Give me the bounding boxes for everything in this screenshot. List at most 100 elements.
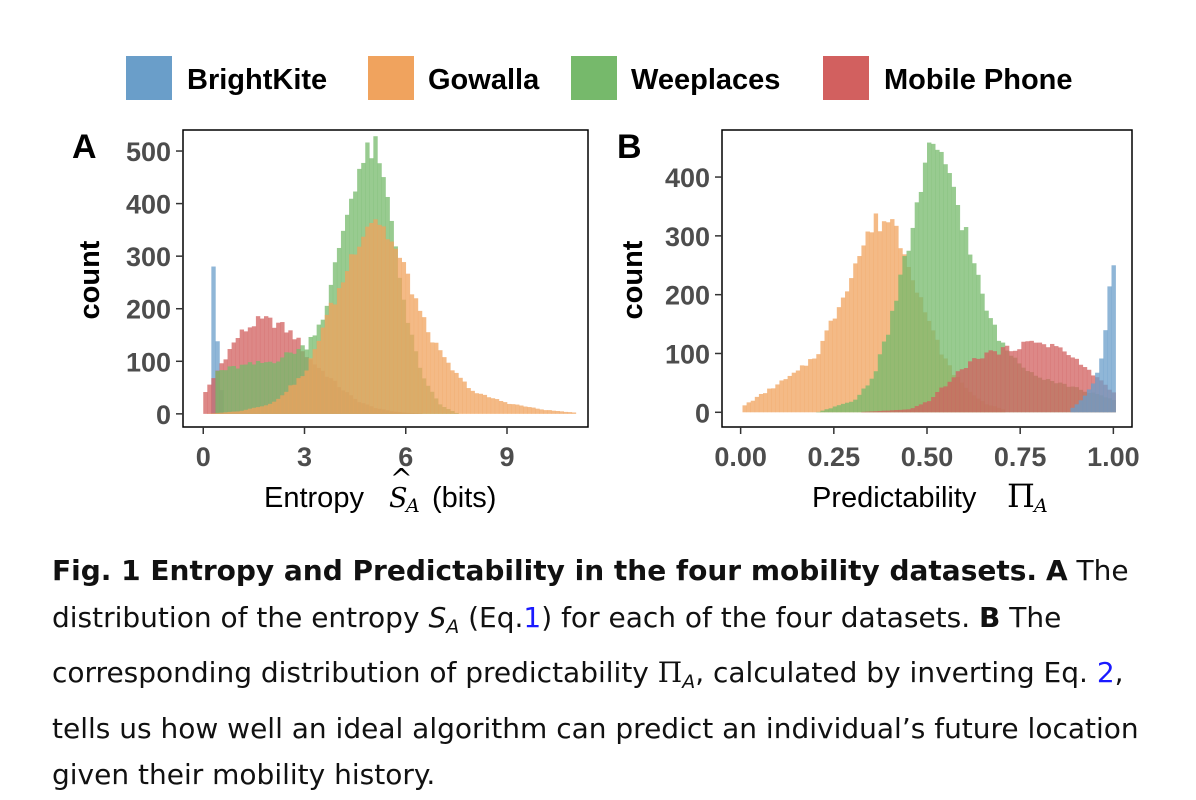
x-tick-label: 0 — [196, 442, 211, 472]
hist-bar-mobile-phone — [918, 404, 924, 413]
hist-bar-gowalla — [559, 411, 564, 414]
y-tick-label: 200 — [126, 295, 171, 325]
caption-a-label: A — [1045, 554, 1068, 587]
hist-bar-gowalla — [385, 239, 390, 414]
hist-bar-brightkite — [1095, 372, 1100, 413]
hist-bar-gowalla — [247, 408, 253, 414]
eq-1-link[interactable]: 1 — [523, 600, 542, 634]
hist-bar-gowalla — [869, 232, 874, 413]
hist-bar-gowalla — [272, 401, 277, 414]
hist-bar-mobile-phone — [1058, 347, 1063, 413]
hist-bar-mobile-phone — [1000, 347, 1006, 413]
hist-bar-weeplaces — [820, 410, 825, 413]
hist-bar-gowalla — [393, 248, 398, 414]
legend-swatch-mobile-phone — [823, 56, 869, 100]
hist-bar-gowalla — [401, 262, 407, 414]
hist-bar-weeplaces — [219, 370, 224, 414]
hist-bar-gowalla — [454, 372, 459, 414]
hist-bar-gowalla — [486, 397, 492, 414]
hist-bar-gowalla — [288, 385, 293, 414]
hist-bar-mobile-phone — [992, 351, 997, 413]
hist-bar-gowalla — [881, 221, 887, 413]
hist-bar-gowalla — [799, 365, 805, 413]
hist-bar-gowalla — [430, 342, 435, 414]
hist-bar-mobile-phone — [1013, 350, 1018, 413]
hist-bar-weeplaces — [276, 361, 281, 414]
panel-a-x-title-unit: (bits) — [432, 482, 496, 514]
hist-bar-gowalla — [223, 412, 228, 414]
hist-bar-weeplaces — [824, 409, 829, 413]
hist-bar-mobile-phone — [1074, 358, 1079, 413]
caption-a-text-3: ) for each of the four datasets. — [541, 600, 971, 634]
hist-bar-weeplaces — [865, 385, 870, 413]
hist-bar-weeplaces — [215, 370, 220, 414]
panel-b-x-title-sub: A — [1032, 495, 1048, 517]
hist-bar-gowalla — [243, 409, 249, 414]
hist-bar-weeplaces — [963, 227, 969, 413]
hist-bar-weeplaces — [280, 357, 285, 414]
hist-bar-weeplaces — [877, 354, 883, 413]
hist-bar-weeplaces — [959, 230, 965, 413]
hist-bar-gowalla — [771, 388, 776, 413]
hist-bar-gowalla — [227, 411, 232, 414]
hist-bar-mobile-phone — [927, 401, 932, 413]
hist-bar-weeplaces — [943, 164, 948, 413]
hist-bar-weeplaces — [935, 149, 940, 413]
y-tick-label: 300 — [126, 242, 171, 272]
hist-bar-mobile-phone — [1062, 351, 1067, 413]
hist-bar-weeplaces — [264, 362, 269, 414]
hist-bar-gowalla — [555, 411, 560, 414]
hist-bar-mobile-phone — [951, 377, 956, 413]
hist-bar-gowalla — [470, 390, 475, 414]
hist-bar-gowalla — [845, 291, 850, 413]
hist-bar-gowalla — [849, 278, 854, 413]
hist-bar-mobile-phone — [890, 410, 895, 413]
caption-b-text-2: , calculated by inverting Eq. — [695, 656, 1088, 689]
hist-bar-weeplaces — [227, 366, 232, 414]
hist-bar-weeplaces — [243, 364, 249, 414]
hist-bar-brightkite — [1099, 358, 1104, 413]
hist-bar-weeplaces — [857, 394, 862, 413]
hist-bar-weeplaces — [886, 334, 891, 413]
hist-bar-gowalla — [280, 395, 285, 414]
hist-bar-gowalla — [824, 330, 829, 413]
hist-bar-weeplaces — [968, 254, 973, 413]
hist-bar-gowalla — [746, 402, 751, 413]
hist-bar-brightkite — [1107, 286, 1112, 413]
hist-bar-gowalla — [742, 405, 747, 413]
hist-bar-weeplaces — [853, 399, 858, 413]
hist-bar-gowalla — [478, 393, 483, 414]
hist-bar-gowalla — [413, 298, 419, 414]
hist-bar-gowalla — [373, 219, 378, 414]
hist-bar-gowalla — [804, 365, 809, 413]
panel-label-b: B — [617, 128, 642, 166]
hist-bar-gowalla — [466, 388, 471, 414]
hist-bar-weeplaces — [906, 250, 911, 413]
hist-bar-mobile-phone — [1054, 346, 1059, 413]
x-tick-label: 0.75 — [994, 442, 1047, 472]
hist-bar-gowalla — [763, 393, 768, 413]
hist-bar-gowalla — [490, 398, 496, 414]
hist-bar-gowalla — [519, 405, 524, 414]
hist-bar-gowalla — [340, 282, 346, 414]
hist-bar-gowalla — [336, 288, 342, 414]
hist-bar-gowalla — [377, 224, 382, 414]
hist-bar-weeplaces — [828, 408, 833, 413]
x-tick-label: 1.00 — [1087, 442, 1140, 472]
hist-bar-weeplaces — [251, 364, 257, 414]
hist-bar-weeplaces — [914, 202, 920, 413]
hist-bar-weeplaces — [947, 173, 952, 413]
hist-bar-gowalla — [211, 413, 216, 414]
hist-bar-gowalla — [300, 376, 305, 414]
hist-bar-weeplaces — [259, 362, 265, 414]
hist-bar-brightkite — [1070, 407, 1075, 413]
hist-bar-mobile-phone — [996, 354, 1002, 413]
x-tick-label: 0.00 — [714, 442, 767, 472]
eq-2-link[interactable]: 2 — [1096, 656, 1115, 689]
legend-label-mobile-phone: Mobile Phone — [884, 64, 1073, 96]
panel-b-histogram — [742, 142, 1116, 413]
hist-bar-gowalla — [353, 254, 358, 414]
hist-bar-mobile-phone — [1045, 347, 1051, 413]
hist-bar-gowalla — [474, 393, 479, 414]
hist-bar-gowalla — [758, 393, 764, 413]
